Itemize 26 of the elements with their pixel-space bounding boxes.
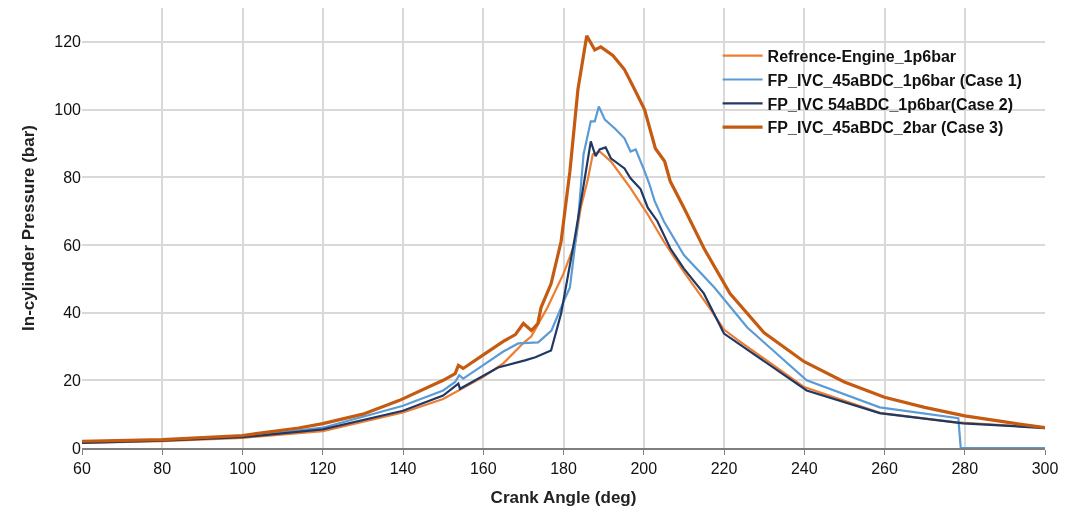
y-tick-label: 60 (63, 236, 82, 254)
y-tick-label: 120 (54, 33, 82, 51)
legend-label: Refrence-Engine_1p6bar (767, 47, 957, 65)
legend-label: FP_IVC_45aBDC_1p6bar (Case 1) (767, 71, 1022, 89)
x-tick-label: 200 (630, 460, 658, 478)
x-tick-label: 180 (550, 460, 577, 478)
y-tick-label: 80 (63, 168, 82, 186)
y-axis-title: In-cylinder Pressure (bar) (18, 125, 38, 331)
y-tick-label: 40 (63, 304, 82, 322)
x-tick-label: 120 (309, 460, 337, 478)
x-tick-label: 300 (1031, 460, 1059, 478)
x-tick-label: 80 (153, 460, 172, 478)
y-tick-label: 20 (63, 371, 82, 389)
y-tick-label: 0 (72, 439, 82, 457)
x-tick-label: 280 (951, 460, 979, 478)
x-tick-label: 220 (710, 460, 738, 478)
x-tick-label: 100 (229, 460, 256, 478)
x-tick-label: 140 (389, 460, 417, 478)
x-tick-label: 260 (871, 460, 898, 478)
line-series (82, 34, 1045, 443)
legend-label: FP_IVC 54aBDC_1p6bar(Case 2) (767, 95, 1014, 113)
x-axis-title: Crank Angle (deg) (490, 488, 637, 508)
x-tick-label: 160 (469, 460, 497, 478)
legend-label: FP_IVC_45aBDC_2bar (Case 3) (767, 119, 1004, 137)
x-tick-label: 240 (790, 460, 818, 478)
y-tick-label: 100 (54, 101, 82, 119)
